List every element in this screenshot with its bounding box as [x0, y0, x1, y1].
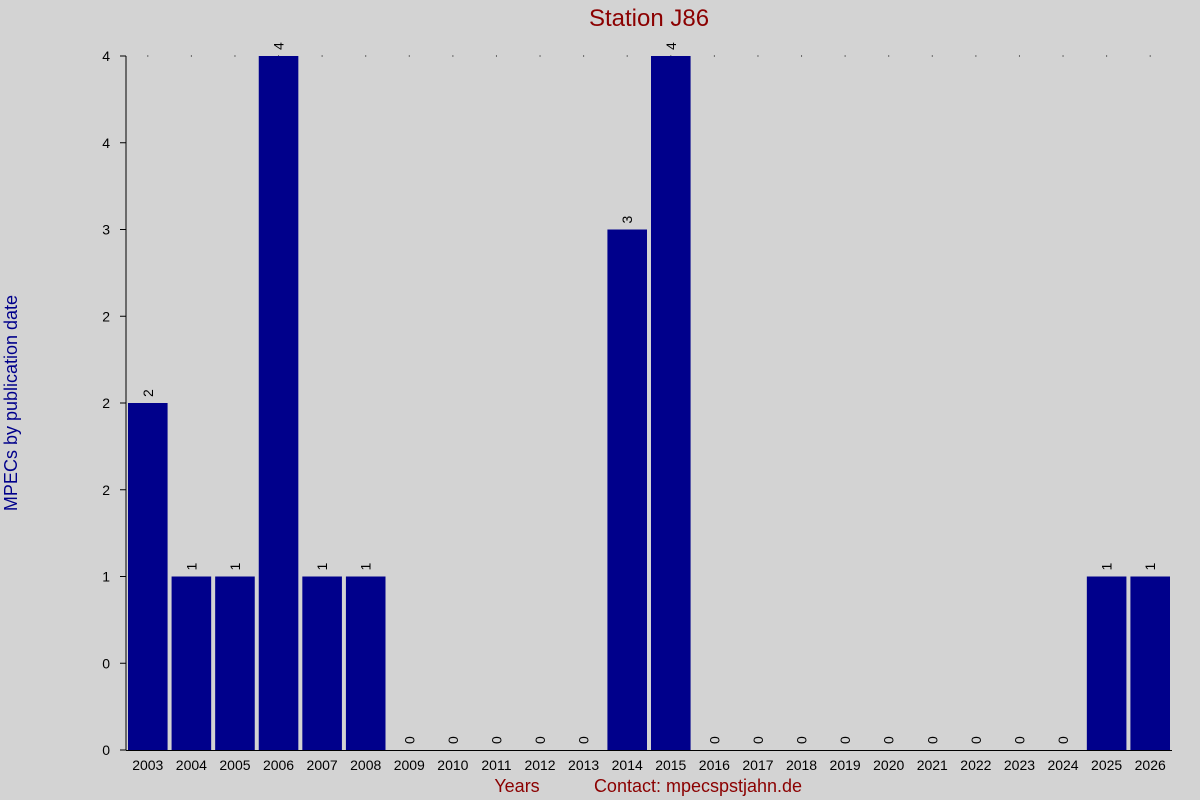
bar-value-label: 1 — [1142, 563, 1158, 571]
bar-value-label: 4 — [271, 42, 287, 50]
x-tick-label: 2005 — [219, 757, 250, 773]
x-tick-label: 2010 — [437, 757, 468, 773]
x-tick-label: 2011 — [481, 757, 511, 773]
y-tick-label: 4 — [102, 48, 110, 64]
bar-value-label: 0 — [488, 736, 504, 744]
bar-value-label: 0 — [837, 736, 853, 744]
bar-value-label: 0 — [794, 736, 810, 744]
bar-value-label: 0 — [1011, 736, 1027, 744]
bar-2006 — [258, 56, 299, 750]
x-tick-label: 2009 — [394, 757, 425, 773]
bar-2005 — [215, 576, 255, 750]
x-tick-label: 2012 — [524, 757, 555, 773]
top-dot — [757, 55, 759, 57]
x-tick-label: 2026 — [1135, 757, 1166, 773]
x-tick-label: 2015 — [655, 757, 686, 773]
bar-value-label: 2 — [140, 389, 156, 397]
y-tick-label: 2 — [102, 308, 110, 324]
top-dot — [1018, 55, 1020, 57]
top-dot — [452, 55, 454, 57]
top-dot — [888, 55, 890, 57]
bar-value-label: 0 — [750, 736, 766, 744]
y-tick-label: 2 — [102, 395, 110, 411]
x-tick-label: 2013 — [568, 757, 599, 773]
top-dot — [713, 55, 715, 57]
bar-2025 — [1086, 576, 1127, 750]
bar-value-label: 0 — [924, 736, 940, 744]
chart-title: Station J86 — [589, 5, 709, 32]
bar-2015 — [651, 56, 691, 750]
x-tick-label: 2003 — [132, 757, 163, 773]
x-tick-label: 2006 — [263, 757, 294, 773]
x-tick-label: 2022 — [960, 757, 991, 773]
bar-value-label: 0 — [881, 736, 897, 744]
bar-value-label: 4 — [663, 42, 679, 50]
top-dot — [975, 55, 977, 57]
bar-2003 — [128, 403, 168, 750]
top-dot — [234, 55, 236, 57]
bars-group: 2 1 1 4 1 1 0 0 0 0 0 3 4 0 0 0 0 0 0 0 0 0 1 1 — [128, 42, 1170, 750]
bar-2007 — [302, 576, 342, 750]
bar-value-label: 1 — [314, 563, 330, 571]
bar-value-label: 1 — [183, 563, 199, 571]
bar-2014 — [607, 229, 647, 750]
x-tick-label: 2004 — [176, 757, 207, 773]
top-dot — [844, 55, 846, 57]
x-tick-label: 2024 — [1047, 757, 1078, 773]
bar-value-label: 1 — [358, 563, 374, 571]
bar-value-label: 0 — [532, 736, 548, 744]
top-dot — [1106, 55, 1108, 57]
x-axis-label: Years — [494, 776, 539, 796]
x-tick-label: 2014 — [612, 757, 643, 773]
x-axis: 2003 2004 2005 2006 2007 2008 2009 2010 2011 2012… — [126, 750, 1172, 773]
bar-value-label: 3 — [619, 216, 635, 224]
bar-value-label: 1 — [1099, 563, 1115, 571]
top-dot — [539, 55, 541, 57]
bar-value-label: 0 — [445, 736, 461, 744]
y-tick-label: 2 — [102, 482, 110, 498]
bar-value-label: 0 — [401, 736, 417, 744]
bar-value-label: 0 — [968, 736, 984, 744]
top-dot — [583, 55, 585, 57]
y-tick-label: 3 — [102, 222, 110, 238]
bar-2008 — [345, 576, 386, 750]
top-dot — [1149, 55, 1151, 57]
contact-footer: Contact: mpecspstjahn.de — [594, 776, 802, 796]
x-tick-label: 2008 — [350, 757, 381, 773]
bar-value-label: 0 — [706, 736, 722, 744]
x-tick-label: 2017 — [742, 757, 773, 773]
top-dot — [1062, 55, 1064, 57]
top-dot — [495, 55, 497, 57]
top-dot — [190, 55, 192, 57]
top-dot — [408, 55, 410, 57]
top-dot — [321, 55, 323, 57]
x-tick-label: 2019 — [830, 757, 861, 773]
bar-value-label: 0 — [1055, 736, 1071, 744]
x-tick-label: 2021 — [917, 757, 948, 773]
y-axis-label: MPECs by publication date — [1, 295, 21, 511]
x-tick-label: 2016 — [699, 757, 730, 773]
y-tick-label: 0 — [102, 742, 110, 758]
top-dot — [931, 55, 933, 57]
top-dot — [801, 55, 803, 57]
y-axis: 0 0 1 2 2 2 3 4 4 — [102, 48, 127, 758]
bar-2026 — [1130, 576, 1170, 750]
bar-value-label: 0 — [576, 736, 592, 744]
top-dot — [626, 55, 628, 57]
x-tick-label: 2020 — [873, 757, 904, 773]
y-tick-label: 4 — [102, 135, 110, 151]
x-tick-label: 2023 — [1004, 757, 1035, 773]
bar-value-label: 1 — [227, 563, 243, 571]
x-tick-label: 2025 — [1091, 757, 1122, 773]
x-tick-label: 2018 — [786, 757, 817, 773]
bar-2004 — [171, 576, 212, 750]
y-tick-label: 0 — [102, 655, 110, 671]
top-dot — [147, 55, 149, 57]
x-tick-label: 2007 — [307, 757, 338, 773]
y-tick-label: 1 — [102, 569, 110, 585]
top-dot — [365, 55, 367, 57]
